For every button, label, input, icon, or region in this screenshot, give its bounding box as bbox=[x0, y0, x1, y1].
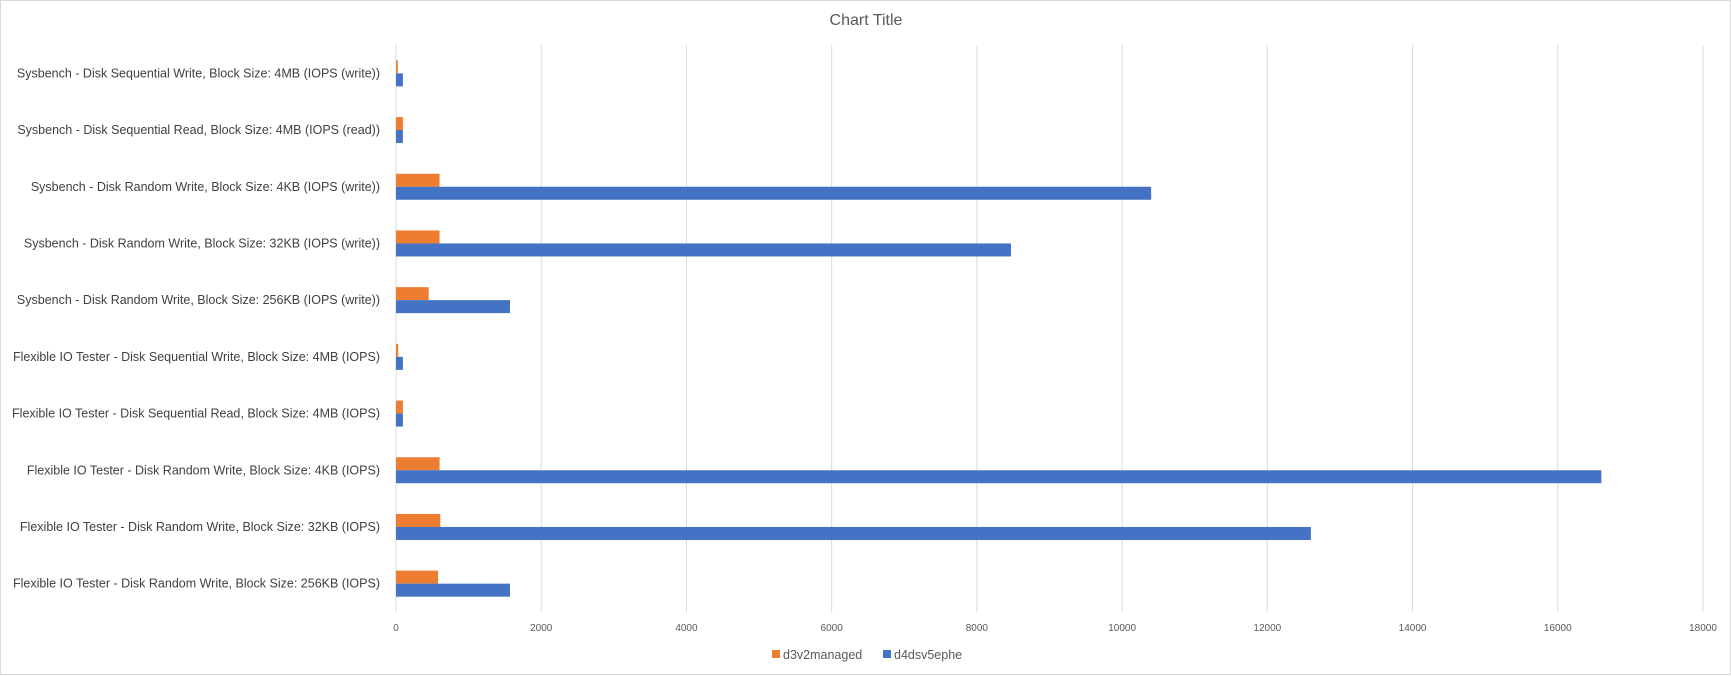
bar-d3v2managed bbox=[396, 230, 440, 244]
bar-d3v2managed bbox=[396, 117, 403, 131]
x-tick-label: 10000 bbox=[1108, 623, 1136, 634]
category-label: Flexible IO Tester - Disk Sequential Rea… bbox=[12, 407, 380, 421]
bar-d4dsv5ephe bbox=[396, 470, 1602, 484]
legend: d3v2managed d4dsv5ephe bbox=[772, 648, 962, 662]
bar-d4dsv5ephe bbox=[396, 130, 403, 144]
bar-d4dsv5ephe bbox=[396, 186, 1152, 200]
category-label: Sysbench - Disk Random Write, Block Size… bbox=[31, 180, 380, 194]
bar-d4dsv5ephe bbox=[396, 243, 1012, 257]
legend-label: d3v2managed bbox=[783, 648, 862, 662]
bar-d4dsv5ephe bbox=[396, 526, 1311, 540]
bar-d4dsv5ephe bbox=[396, 413, 403, 427]
bar-d3v2managed bbox=[396, 457, 440, 471]
legend-swatch bbox=[772, 650, 780, 658]
x-tick-label: 12000 bbox=[1253, 623, 1281, 634]
chart-title: Chart Title bbox=[830, 12, 903, 29]
bar-d3v2managed bbox=[396, 343, 399, 357]
bar-d3v2managed bbox=[396, 173, 440, 187]
bar-d4dsv5ephe bbox=[396, 583, 510, 597]
bar-d4dsv5ephe bbox=[396, 300, 510, 314]
legend-swatch bbox=[883, 650, 891, 658]
bar-d3v2managed bbox=[396, 400, 403, 414]
x-tick-label: 16000 bbox=[1544, 623, 1572, 634]
x-axis-ticks: 0 2000 4000 6000 8000 10000 12000 14000 16000 180… bbox=[393, 623, 1717, 634]
x-tick-label: 0 bbox=[393, 623, 399, 634]
bar-d3v2managed bbox=[396, 513, 441, 527]
category-label: Flexible IO Tester - Disk Random Write, … bbox=[27, 463, 380, 477]
category-labels: Sysbench - Disk Sequential Write, Block … bbox=[12, 66, 380, 590]
x-tick-label: 2000 bbox=[530, 623, 553, 634]
x-tick-label: 14000 bbox=[1399, 623, 1427, 634]
category-label: Flexible IO Tester - Disk Random Write, … bbox=[20, 520, 380, 534]
x-tick-label: 4000 bbox=[675, 623, 698, 634]
bar-d4dsv5ephe bbox=[396, 73, 403, 87]
bar-d3v2managed bbox=[396, 570, 439, 584]
bars bbox=[396, 60, 1602, 597]
category-label: Sysbench - Disk Sequential Read, Block S… bbox=[17, 123, 380, 137]
bar-d4dsv5ephe bbox=[396, 356, 403, 370]
category-label: Flexible IO Tester - Disk Random Write, … bbox=[13, 577, 380, 591]
category-label: Flexible IO Tester - Disk Sequential Wri… bbox=[13, 350, 380, 364]
x-tick-label: 6000 bbox=[821, 623, 844, 634]
bar-d3v2managed bbox=[396, 60, 398, 74]
x-tick-label: 8000 bbox=[966, 623, 989, 634]
category-label: Sysbench - Disk Random Write, Block Size… bbox=[24, 236, 380, 250]
category-label: Sysbench - Disk Random Write, Block Size… bbox=[17, 293, 380, 307]
category-label: Sysbench - Disk Sequential Write, Block … bbox=[17, 66, 380, 80]
legend-label: d4dsv5ephe bbox=[894, 648, 962, 662]
x-tick-label: 18000 bbox=[1689, 623, 1717, 634]
bar-d3v2managed bbox=[396, 287, 429, 301]
